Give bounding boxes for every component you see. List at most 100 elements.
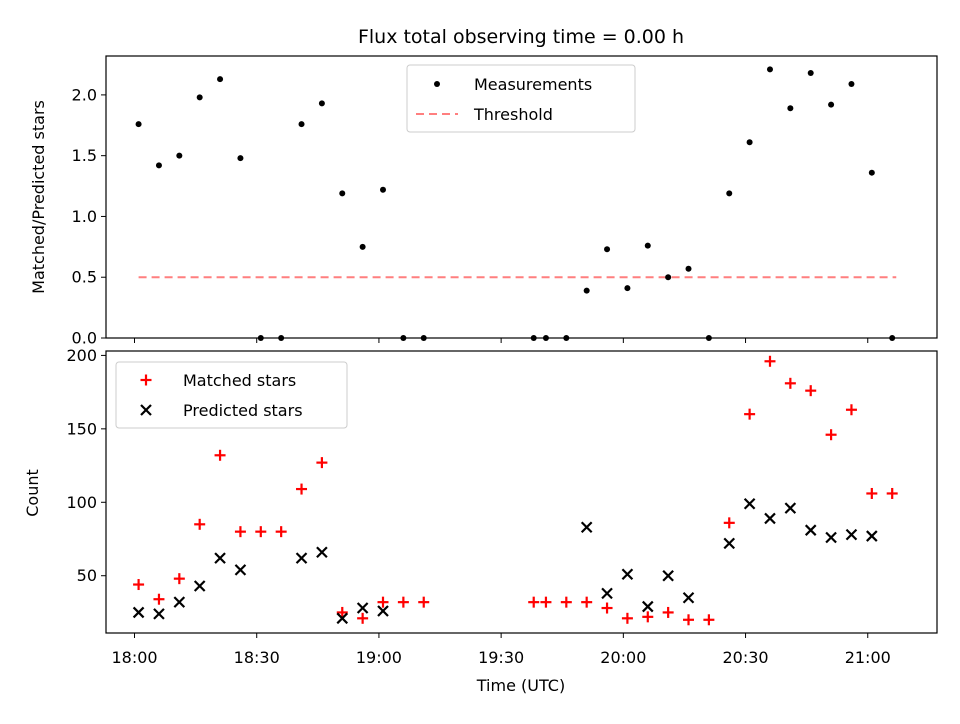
legend-predicted-label: Predicted stars: [183, 401, 303, 420]
predicted-star-point: [642, 600, 654, 613]
predicted-star-point: [682, 591, 695, 604]
measurement-point: [644, 242, 651, 249]
matched-star-point: [528, 596, 540, 608]
predicted-star-point: [866, 530, 878, 542]
x-tick-label: 19:30: [478, 648, 524, 667]
matched-star-point: [275, 526, 287, 538]
measurement-point: [196, 94, 203, 101]
predicted-star-point: [295, 552, 308, 564]
top-y-tick-label: 1.5: [72, 146, 97, 165]
predicted-star-point: [132, 606, 145, 619]
matched-star-point: [662, 606, 674, 618]
predicted-star-point: [825, 531, 837, 544]
measurement-point: [828, 101, 835, 108]
predicted-star-point: [580, 521, 593, 534]
matched-star-point: [397, 596, 409, 608]
matched-star-point: [886, 487, 898, 499]
legend-measurements-marker: [434, 81, 440, 87]
predicted-star-point: [662, 569, 674, 582]
top-legend: Measurements Threshold: [406, 64, 636, 133]
measurement-point: [583, 287, 590, 294]
x-stroke: [153, 608, 165, 620]
measurement-point: [318, 100, 325, 107]
predicted-star-point: [621, 568, 634, 581]
x-stroke: [764, 512, 776, 525]
top-plot-area: [105, 55, 938, 339]
x-stroke: [662, 569, 674, 582]
matched-star-point: [540, 596, 552, 608]
matched-star-point: [336, 606, 348, 618]
bottom-legend: Matched stars Predicted stars: [115, 361, 348, 429]
measurement-point: [542, 335, 549, 341]
x-tick-label: 18:00: [111, 648, 157, 667]
measurement-point: [868, 169, 875, 176]
legend-measurements-label: Measurements: [474, 75, 592, 94]
measurement-point: [787, 105, 794, 112]
measurement-point: [257, 335, 264, 341]
x-stroke: [642, 600, 654, 613]
x-tick-label: 19:00: [356, 648, 402, 667]
bottom-y-tick-label: 100: [66, 493, 97, 512]
bottom-y-axis-label: Count: [23, 469, 42, 517]
predicted-star-point: [804, 524, 817, 536]
x-stroke: [316, 546, 328, 558]
legend-predicted-marker: [140, 404, 152, 416]
measurement-point: [685, 265, 692, 272]
bottom-legend-frame: [115, 361, 348, 429]
x-stroke: [193, 580, 206, 592]
top-y-tick-label: 0.5: [72, 268, 97, 287]
measurement-point: [665, 274, 672, 281]
x-stroke: [580, 521, 593, 534]
matched-star-point: [153, 593, 165, 605]
predicted-star-point: [743, 497, 756, 510]
measurement-point: [420, 335, 427, 341]
x-stroke: [214, 552, 226, 564]
x-tick-label: 18:30: [234, 648, 280, 667]
measurement-point: [705, 335, 712, 341]
measurement-point: [400, 335, 407, 341]
predicted-star-point: [377, 605, 389, 617]
measurement-point: [530, 335, 537, 341]
matched-star-point: [866, 487, 878, 499]
x-stroke: [601, 587, 613, 600]
predicted-star-point: [845, 528, 858, 541]
predicted-star-point: [336, 612, 349, 625]
matched-star-point: [560, 596, 572, 608]
x-stroke: [356, 602, 369, 614]
x-stroke: [866, 530, 878, 542]
matched-star-point: [764, 355, 776, 367]
measurement-point: [807, 70, 814, 77]
matched-star-point: [621, 612, 633, 624]
legend-matched-label: Matched stars: [183, 371, 296, 390]
matched-star-point: [825, 429, 837, 441]
measurement-point: [135, 121, 142, 128]
predicted-star-point: [356, 602, 369, 614]
matched-star-point: [581, 596, 593, 608]
x-tick-label: 20:00: [600, 648, 646, 667]
matched-star-point: [133, 579, 145, 591]
measurement-point: [766, 66, 773, 73]
matched-star-point: [805, 385, 817, 397]
x-stroke: [173, 596, 186, 608]
matched-star-point: [703, 614, 715, 626]
matched-star-point: [214, 449, 226, 461]
matched-star-point: [683, 614, 695, 626]
matched-star-point: [377, 596, 389, 608]
top-y-axis-label: Matched/Predicted stars: [29, 100, 48, 294]
x-stroke: [336, 612, 349, 625]
predicted-star-point: [316, 546, 328, 558]
predicted-star-point: [764, 512, 776, 525]
predicted-star-point: [234, 564, 247, 576]
legend-matched-marker: [140, 374, 152, 386]
x-stroke: [140, 404, 152, 416]
measurement-point: [298, 121, 305, 128]
x-stroke: [845, 528, 858, 541]
x-stroke: [723, 537, 736, 550]
measurement-point: [380, 186, 386, 193]
chart-title: Flux total observing time = 0.00 h: [358, 26, 684, 48]
top-y-tick-label: 1.0: [72, 207, 97, 226]
matched-star-point: [357, 612, 369, 624]
x-stroke: [132, 606, 145, 619]
matched-star-point: [316, 457, 328, 469]
